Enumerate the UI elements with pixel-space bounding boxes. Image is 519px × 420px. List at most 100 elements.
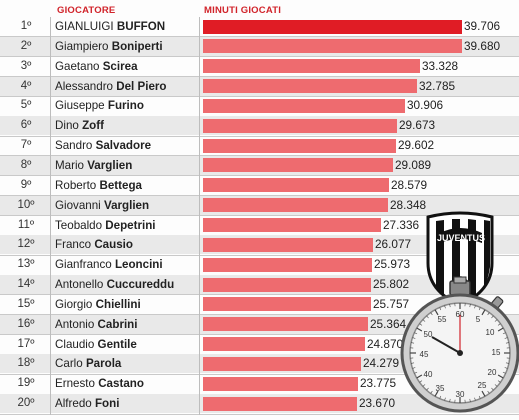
minutes-value-label: 23.670 (359, 394, 395, 413)
player-name: Teobaldo Depetrini (55, 216, 156, 235)
player-last-name: Boniperti (112, 40, 163, 53)
player-name: Roberto Bettega (55, 176, 142, 195)
minutes-column-header: MINUTI GIOCATI (204, 5, 281, 16)
rank-label: 2º (4, 37, 48, 56)
player-first-name: Franco (55, 238, 94, 251)
svg-text:25: 25 (478, 381, 487, 390)
player-first-name: Sandro (55, 139, 96, 152)
player-last-name: Scirea (103, 60, 138, 73)
minutes-value-label: 33.328 (422, 57, 458, 76)
table-row: 6º Dino Zoff 29.673 (0, 116, 519, 135)
player-first-name: Giampiero (55, 40, 112, 53)
minutes-value-label: 32.785 (419, 77, 455, 96)
player-first-name: Alessandro (55, 80, 116, 93)
player-first-name: Ernesto (55, 377, 98, 390)
logo-text: JUVENTUS (437, 233, 485, 243)
minutes-value-label: 29.673 (399, 116, 435, 135)
player-first-name: Giovanni (55, 199, 104, 212)
rank-label: 14º (4, 275, 48, 294)
player-last-name: Varglien (104, 199, 149, 212)
svg-text:20: 20 (488, 368, 497, 377)
rank-label: 11º (4, 216, 48, 235)
minutes-bar (203, 377, 358, 391)
player-first-name: Teobaldo (55, 219, 105, 232)
minutes-bar (203, 59, 420, 73)
player-last-name: Cuccureddu (107, 278, 175, 291)
svg-text:55: 55 (438, 315, 447, 324)
rank-label: 8º (4, 156, 48, 175)
minutes-bar (203, 178, 389, 192)
minutes-bar (203, 258, 372, 272)
player-column-header: GIOCATORE (57, 5, 115, 16)
player-name: Giorgio Chiellini (55, 295, 141, 314)
player-last-name: Chiellini (96, 298, 141, 311)
minutes-bar (203, 99, 405, 113)
minutes-bar (203, 139, 396, 153)
player-first-name: GIANLUIGI (55, 20, 117, 33)
player-last-name: Foni (95, 397, 119, 410)
rank-label: 3º (4, 57, 48, 76)
svg-text:35: 35 (436, 384, 445, 393)
player-last-name: Del Piero (116, 80, 166, 93)
rank-column-divider (50, 17, 51, 415)
minutes-bar (203, 198, 388, 212)
player-name: Ernesto Castano (55, 374, 144, 393)
svg-text:40: 40 (424, 370, 433, 379)
minutes-bar (203, 158, 393, 172)
rank-label: 9º (4, 176, 48, 195)
player-last-name: Gentile (98, 338, 137, 351)
rank-label: 1º (4, 17, 48, 36)
player-name: Franco Causio (55, 235, 133, 254)
minutes-bar (203, 357, 361, 371)
player-first-name: Dino (55, 119, 82, 132)
minutes-value-label: 24.870 (367, 335, 403, 354)
minutes-bar (203, 218, 381, 232)
table-row: 2º Giampiero Boniperti 39.680 (0, 37, 519, 56)
rank-label: 15º (4, 295, 48, 314)
player-first-name: Antonio (55, 318, 98, 331)
player-first-name: Mario (55, 159, 87, 172)
player-name: Gaetano Scirea (55, 57, 138, 76)
minutes-value-label: 23.775 (360, 374, 396, 393)
rank-label: 4º (4, 77, 48, 96)
player-name: Sandro Salvadore (55, 136, 151, 155)
player-last-name: Causio (94, 238, 133, 251)
minutes-value-label: 29.602 (398, 136, 434, 155)
rank-label: 12º (4, 235, 48, 254)
player-name: Giuseppe Furino (55, 96, 144, 115)
player-first-name: Claudio (55, 338, 98, 351)
player-name: GIANLUIGI BUFFON (55, 17, 165, 36)
svg-text:30: 30 (456, 390, 465, 399)
rank-label: 16º (4, 315, 48, 334)
player-last-name: BUFFON (117, 20, 165, 33)
player-last-name: Castano (98, 377, 144, 390)
player-name: Alessandro Del Piero (55, 77, 167, 96)
svg-text:10: 10 (486, 328, 495, 337)
svg-text:45: 45 (420, 350, 429, 359)
player-first-name: Alfredo (55, 397, 95, 410)
minutes-bar (203, 238, 373, 252)
player-name: Claudio Gentile (55, 335, 137, 354)
minutes-bar (203, 317, 368, 331)
table-row: 7º Sandro Salvadore 29.602 (0, 136, 519, 155)
player-first-name: Giuseppe (55, 99, 108, 112)
player-name: Giovanni Varglien (55, 196, 149, 215)
rank-label: 17º (4, 335, 48, 354)
player-last-name: Cabrini (98, 318, 138, 331)
player-last-name: Zoff (82, 119, 104, 132)
player-last-name: Bettega (99, 179, 142, 192)
minutes-value-label: 24.279 (363, 354, 399, 373)
rank-label: 7º (4, 136, 48, 155)
minutes-value-label: 39.680 (464, 37, 500, 56)
player-name: Carlo Parola (55, 354, 121, 373)
player-name: Mario Varglien (55, 156, 132, 175)
table-row: 4º Alessandro Del Piero 32.785 (0, 77, 519, 96)
minutes-bar (203, 119, 397, 133)
rank-label: 6º (4, 116, 48, 135)
player-last-name: Leoncini (115, 258, 163, 271)
minutes-value-label: 30.906 (407, 96, 443, 115)
